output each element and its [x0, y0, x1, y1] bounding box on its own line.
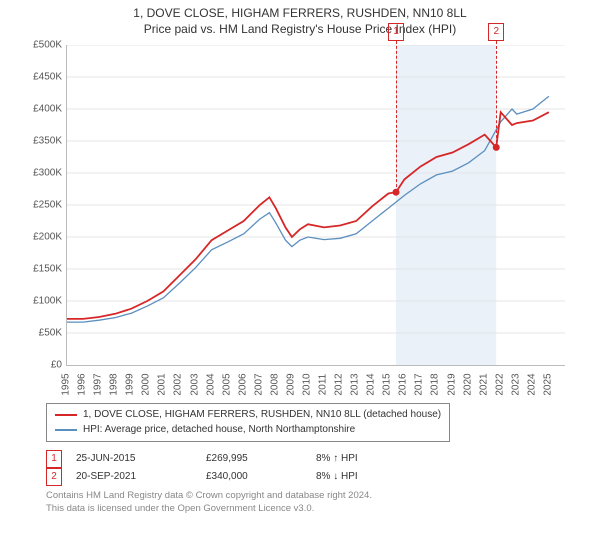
- x-tick-label: 1995: [61, 374, 72, 396]
- x-tick-label: 2016: [398, 374, 409, 396]
- sale-price: £340,000: [206, 468, 316, 486]
- legend-label: HPI: Average price, detached house, Nort…: [83, 423, 355, 438]
- x-tick-label: 2013: [350, 374, 361, 396]
- x-tick-label: 2020: [462, 374, 473, 396]
- y-tick-label: £150K: [33, 264, 62, 275]
- legend: 1, DOVE CLOSE, HIGHAM FERRERS, RUSHDEN, …: [46, 403, 450, 442]
- x-tick-label: 1996: [77, 374, 88, 396]
- x-tick-label: 2001: [157, 374, 168, 396]
- x-tick-label: 2025: [542, 374, 553, 396]
- y-tick-label: £450K: [33, 72, 62, 83]
- marker-badge: 2: [46, 468, 62, 486]
- x-tick-label: 2015: [382, 374, 393, 396]
- x-tick-label: 2021: [478, 374, 489, 396]
- x-tick-label: 2000: [141, 374, 152, 396]
- y-tick-label: £300K: [33, 168, 62, 179]
- y-tick-label: £50K: [39, 328, 62, 339]
- legend-label: 1, DOVE CLOSE, HIGHAM FERRERS, RUSHDEN, …: [83, 408, 441, 423]
- x-tick-label: 2006: [237, 374, 248, 396]
- sale-diff: 8% ↑ HPI: [316, 450, 426, 468]
- y-tick-label: £400K: [33, 104, 62, 115]
- sale-row: 2 20-SEP-2021 £340,000 8% ↓ HPI: [46, 468, 588, 486]
- sales-table: 1 25-JUN-2015 £269,995 8% ↑ HPI2 20-SEP-…: [46, 450, 588, 486]
- sale-date: 20-SEP-2021: [76, 468, 206, 486]
- x-tick-label: 1999: [125, 374, 136, 396]
- x-tick-label: 2004: [205, 374, 216, 396]
- sale-row: 1 25-JUN-2015 £269,995 8% ↑ HPI: [46, 450, 588, 468]
- x-tick-label: 2024: [526, 374, 537, 396]
- x-tick-label: 2009: [285, 374, 296, 396]
- marker-label: 2: [488, 23, 504, 41]
- x-tick-label: 2003: [189, 374, 200, 396]
- x-tick-label: 1997: [93, 374, 104, 396]
- y-tick-label: £200K: [33, 232, 62, 243]
- y-tick-label: £250K: [33, 200, 62, 211]
- x-tick-label: 2010: [301, 374, 312, 396]
- chart-area: £0 £50K £100K £150K £200K £250K £300K £350K £400…: [12, 39, 572, 399]
- x-tick-label: 2012: [334, 374, 345, 396]
- x-tick-label: 2011: [318, 374, 329, 396]
- x-tick-label: 2019: [446, 374, 457, 396]
- y-tick-label: £500K: [33, 40, 62, 51]
- x-tick-label: 2007: [253, 374, 264, 396]
- x-tick-label: 2008: [269, 374, 280, 396]
- x-tick-label: 1998: [109, 374, 120, 396]
- x-tick-label: 2018: [430, 374, 441, 396]
- x-tick-label: 2002: [173, 374, 184, 396]
- x-tick-label: 2017: [414, 374, 425, 396]
- marker-badge: 1: [46, 450, 62, 468]
- y-tick-label: £350K: [33, 136, 62, 147]
- x-tick-label: 2022: [494, 374, 505, 396]
- y-tick-label: £100K: [33, 296, 62, 307]
- x-tick-label: 2014: [366, 374, 377, 396]
- x-tick-label: 2005: [221, 374, 232, 396]
- footer: Contains HM Land Registry data © Crown c…: [46, 490, 588, 515]
- y-tick-label: £0: [51, 360, 62, 371]
- sale-diff: 8% ↓ HPI: [316, 468, 426, 486]
- sale-date: 25-JUN-2015: [76, 450, 206, 468]
- x-tick-label: 2023: [510, 374, 521, 396]
- sale-price: £269,995: [206, 450, 316, 468]
- marker-label: 1: [388, 23, 404, 41]
